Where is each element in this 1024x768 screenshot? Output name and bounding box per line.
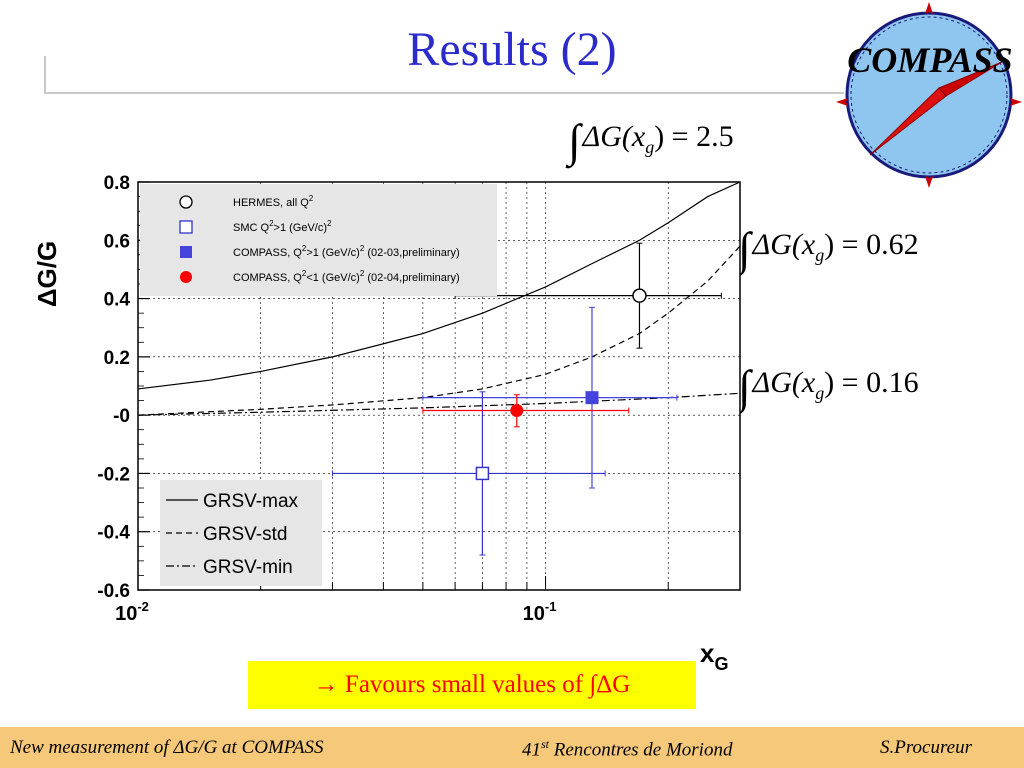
y-tick-label: -0.2	[97, 464, 130, 485]
y-tick-label: 0.6	[104, 231, 130, 252]
curve-grsv-min	[137, 392, 741, 416]
footer-right: S.Procureur	[880, 737, 972, 758]
curve-grsv-std	[137, 245, 741, 416]
legend-marker-filled-circle	[180, 271, 192, 283]
legend-curve-label: GRSV-std	[203, 524, 287, 545]
marker-filled-circle	[510, 403, 524, 417]
x-axis-label: xG	[700, 638, 728, 674]
integral-formula-max: ∫ΔG(xg) = 2.5	[568, 115, 734, 166]
y-tick-label: 0.8	[104, 173, 130, 194]
logo-text: COMPASS	[847, 40, 1012, 80]
y-tick-label: 0.4	[104, 290, 131, 311]
chart-axes: 0.8 0.6 0.4 0.2 -0 -0.2 -0.4 -0.610-2 10-1	[97, 173, 741, 625]
chart-curves	[137, 181, 741, 416]
legend-points-box	[140, 184, 497, 296]
compass-logo: COMPASS	[836, 2, 1022, 188]
integral-formula-min: ∫ΔG(xg) = 0.16	[738, 361, 919, 412]
footer-left: New measurement of ΔG/G at COMPASS	[10, 737, 324, 758]
legend-curve-label: GRSV-max	[203, 491, 299, 512]
y-tick-label: -0.6	[97, 581, 130, 602]
data-point-1	[331, 391, 606, 556]
data-point-3	[422, 394, 630, 428]
legend-point-label: SMC Q2>1 (GeV/c)2	[233, 219, 332, 234]
integral-formula-std: ∫ΔG(xg) = 0.62	[738, 223, 919, 274]
curve-grsv-max	[137, 181, 741, 390]
chart-points	[331, 242, 722, 556]
delta-g-chart: 0.8 0.6 0.4 0.2 -0 -0.2 -0.4 -0.610-2 10-1 HERME…	[32, 173, 741, 674]
legend-marker-open-circle	[179, 195, 193, 209]
conclusion-banner: → Favours small values of ∫ΔG	[248, 661, 696, 709]
x-tick-label: 10-1	[523, 599, 557, 625]
marker-open-square	[475, 466, 490, 481]
legend-point-label: COMPASS, Q2<1 (GeV/c)2 (02-04,preliminar…	[233, 269, 460, 284]
slide-title: Results (2)	[407, 23, 617, 76]
footer-center: 41st Rencontres de Moriond	[522, 737, 733, 761]
y-tick-label: -0	[113, 406, 130, 427]
legend-curve-label: GRSV-min	[203, 557, 293, 578]
legend-points: HERMES, all Q2 SMC Q2>1 (GeV/c)2 COMPASS, …	[140, 184, 497, 296]
title-decoration-vertical	[44, 56, 46, 94]
legend-marker-open-square	[179, 220, 193, 234]
legend-point-label: HERMES, all Q2	[233, 194, 314, 209]
x-tick-label: 10-2	[115, 599, 149, 625]
y-tick-label: 0.2	[104, 348, 130, 369]
marker-filled-square	[585, 391, 599, 405]
legend-marker-filled-square	[180, 246, 192, 258]
y-axis-label: ΔG/G	[32, 241, 62, 307]
data-point-2	[422, 306, 678, 489]
y-tick-label: -0.4	[97, 523, 130, 544]
footer-bar: New measurement of ΔG/G at COMPASS 41st …	[0, 727, 1024, 768]
title-underline	[44, 92, 844, 94]
legend-point-label: COMPASS, Q2>1 (GeV/c)2 (02-03,preliminar…	[233, 244, 460, 259]
marker-open-circle	[632, 288, 647, 303]
legend-curves: GRSV-max GRSV-std GRSV-min	[160, 480, 322, 586]
